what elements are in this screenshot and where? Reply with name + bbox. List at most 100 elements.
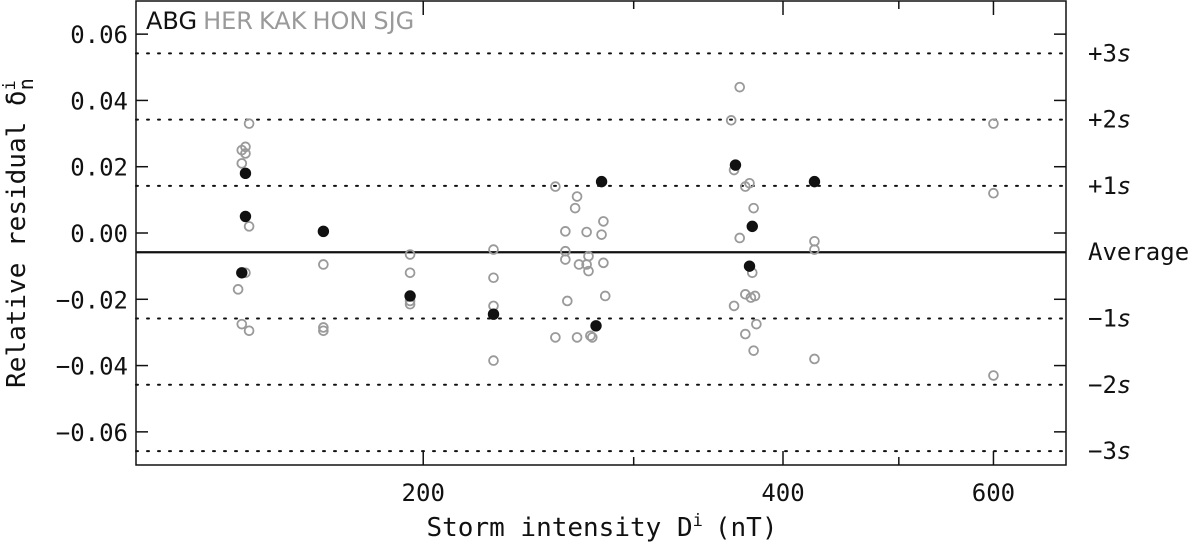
station-point <box>560 254 571 265</box>
station-point <box>581 226 592 238</box>
station-point <box>404 267 416 279</box>
x-axis-label: Storm intensity D <box>427 513 693 543</box>
data-points <box>232 81 999 381</box>
sigma-label-unit: s <box>1117 437 1131 465</box>
station-point <box>569 202 581 214</box>
y-tick-label: −0.04 <box>56 353 128 381</box>
y-axis-title: Relative residual δin <box>0 78 38 388</box>
sigma-label-unit: s <box>1117 106 1131 134</box>
abg-point <box>239 167 252 180</box>
station-point <box>586 332 598 343</box>
average-label: Average <box>1088 238 1189 266</box>
station-point <box>809 244 820 255</box>
abg-point <box>590 320 602 332</box>
station-point <box>740 328 751 340</box>
legend-entry-kak: KAK <box>259 7 308 35</box>
abg-point <box>487 308 500 320</box>
abg-point <box>595 175 608 188</box>
station-point <box>988 187 999 199</box>
station-point <box>404 249 416 260</box>
x-tick-label: 200 <box>402 479 445 507</box>
sigma-label: +3s <box>1088 39 1131 67</box>
sigma-label-sign: −3 <box>1088 437 1117 465</box>
axes: 0.06 0.04 0.02 0.00 −0.02 −0.04 −0.06 200 400 600 <box>56 1 1066 507</box>
station-point <box>598 257 609 269</box>
legend-entry-abg: ABG <box>146 7 197 35</box>
station-point <box>573 259 585 270</box>
station-point <box>243 118 255 129</box>
y-tick-label: 0.00 <box>70 220 128 248</box>
x-tick-label: 600 <box>972 479 1015 507</box>
station-point <box>598 216 609 227</box>
sigma-label-sign: −1 <box>1088 305 1117 333</box>
x-axis-title: Storm intensity Di (nT) <box>427 511 778 543</box>
station-point <box>318 325 329 337</box>
station-point <box>988 370 999 381</box>
y-tick-label: −0.06 <box>56 419 128 447</box>
station-point <box>488 272 499 284</box>
abg-point <box>729 159 742 171</box>
station-point <box>318 322 329 333</box>
x-axis-label-superscript: i <box>693 511 703 531</box>
station-point <box>243 221 255 232</box>
sigma-label-sign: +1 <box>1088 172 1117 200</box>
y-axis-label-superscript: i <box>0 80 20 90</box>
station-point <box>988 118 999 129</box>
station-point <box>243 325 255 337</box>
sigma-label-unit: s <box>1117 39 1131 67</box>
legend-entry-her: HER <box>203 7 253 35</box>
station-point <box>585 330 596 342</box>
x-axis-unit: (nT) <box>715 513 778 543</box>
station-point <box>749 290 761 302</box>
station-point <box>571 191 583 202</box>
station-point <box>748 345 759 356</box>
station-point <box>744 177 755 189</box>
station-point <box>550 181 561 192</box>
y-tick-label: 0.04 <box>70 87 128 115</box>
sigma-label: +1s <box>1088 172 1131 200</box>
x-tick-label: 400 <box>761 479 804 507</box>
y-tick-label: 0.02 <box>70 154 128 182</box>
y-tick-label: 0.06 <box>70 21 128 49</box>
abg-point <box>239 210 252 223</box>
abg-point <box>746 220 758 233</box>
sigma-label-unit: s <box>1117 305 1131 333</box>
abg-point <box>808 175 821 188</box>
station-point <box>562 295 573 307</box>
legend-entry-sjg: SJG <box>373 7 414 35</box>
station-point <box>571 332 583 343</box>
sigma-label-unit: s <box>1117 371 1131 399</box>
station-point <box>728 300 740 312</box>
station-point <box>599 290 611 302</box>
station-point <box>596 229 607 240</box>
station-point <box>581 259 592 270</box>
station-point <box>748 202 759 214</box>
station-point <box>734 81 746 93</box>
station-point <box>734 232 746 244</box>
sigma-label-sign: −2 <box>1088 371 1117 399</box>
sigma-label-sign: +2 <box>1088 106 1117 134</box>
station-point <box>318 259 329 270</box>
sigma-label: −3s <box>1088 437 1131 465</box>
sigma-label-sign: +3 <box>1088 39 1117 67</box>
sigma-label: +2s <box>1088 106 1131 134</box>
station-point <box>236 318 248 330</box>
station-point <box>725 115 737 126</box>
sigma-label: −2s <box>1088 371 1131 399</box>
sigma-label: −1s <box>1088 305 1131 333</box>
sigma-label-unit: s <box>1117 172 1131 200</box>
station-point <box>809 353 820 365</box>
legend-entry-hon: HON <box>312 7 367 35</box>
y-axis-label-subscript: n <box>14 78 38 90</box>
station-point <box>740 289 751 300</box>
station-point <box>240 148 251 159</box>
abg-point <box>317 225 330 238</box>
y-axis-label: Relative residual δ <box>2 90 32 387</box>
abg-point <box>743 260 756 272</box>
station-point <box>550 332 561 343</box>
station-point <box>232 284 244 295</box>
station-point <box>236 158 248 169</box>
station-point <box>560 226 571 237</box>
